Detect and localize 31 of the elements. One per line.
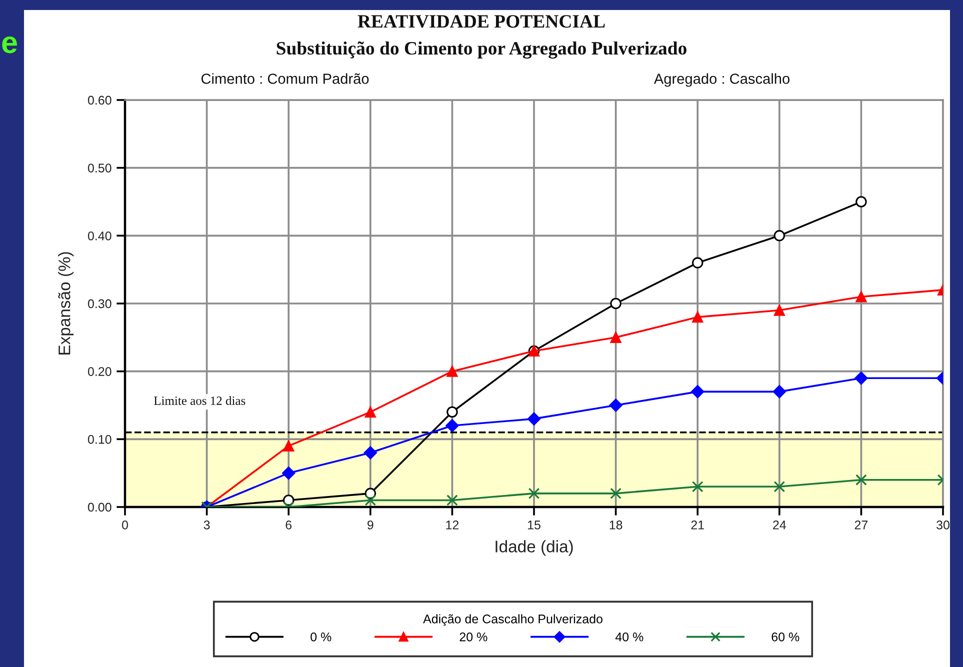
y-tick-label: 0.30	[88, 299, 112, 308]
y-tick-label: 0.00	[88, 502, 112, 512]
y-tick-label: 0.60	[88, 96, 112, 105]
chart-title: REATIVIDADE POTENCIAL	[358, 15, 605, 28]
x-tick-label: 24	[773, 520, 786, 530]
text: e	[2, 36, 17, 54]
y-tick-label: 0.20	[88, 367, 112, 376]
legend-label: 20 %	[460, 632, 488, 642]
chart-subtitle: Substituição do Cimento por Agregado Pulverizado	[276, 41, 686, 59]
x-tick-label: 18	[610, 520, 622, 530]
y-tick-label: 0.40	[88, 231, 112, 240]
text: Agregado : Cascalho	[654, 73, 790, 87]
legend-title: Adição de Cascalho Pulverizado	[423, 614, 602, 626]
text: Cimento : Comum Padrão	[201, 73, 369, 84]
x-tick-label: 6	[286, 520, 292, 530]
legend-label: 40 %	[615, 632, 644, 642]
x-tick-label: 27	[854, 520, 868, 530]
x-tick-label: 0	[122, 520, 128, 530]
x-tick-label: 30	[936, 520, 950, 530]
x-tick-label: 21	[691, 520, 704, 530]
x-tick-label: 12	[446, 520, 459, 530]
ref-line-label: Limite aos 12 dias	[154, 396, 246, 405]
legend-label: 60 %	[772, 632, 800, 642]
y-axis-title: Expansão (%)	[58, 252, 74, 354]
y-tick-label: 0.50	[88, 164, 112, 172]
x-axis-title: Idade (dia)	[496, 540, 573, 556]
x-tick-label: 15	[528, 520, 540, 530]
x-tick-label: 3	[204, 520, 210, 530]
legend-label: 0 %	[310, 632, 332, 642]
x-tick-label: 9	[368, 520, 374, 530]
y-tick-label: 0.10	[88, 434, 112, 444]
